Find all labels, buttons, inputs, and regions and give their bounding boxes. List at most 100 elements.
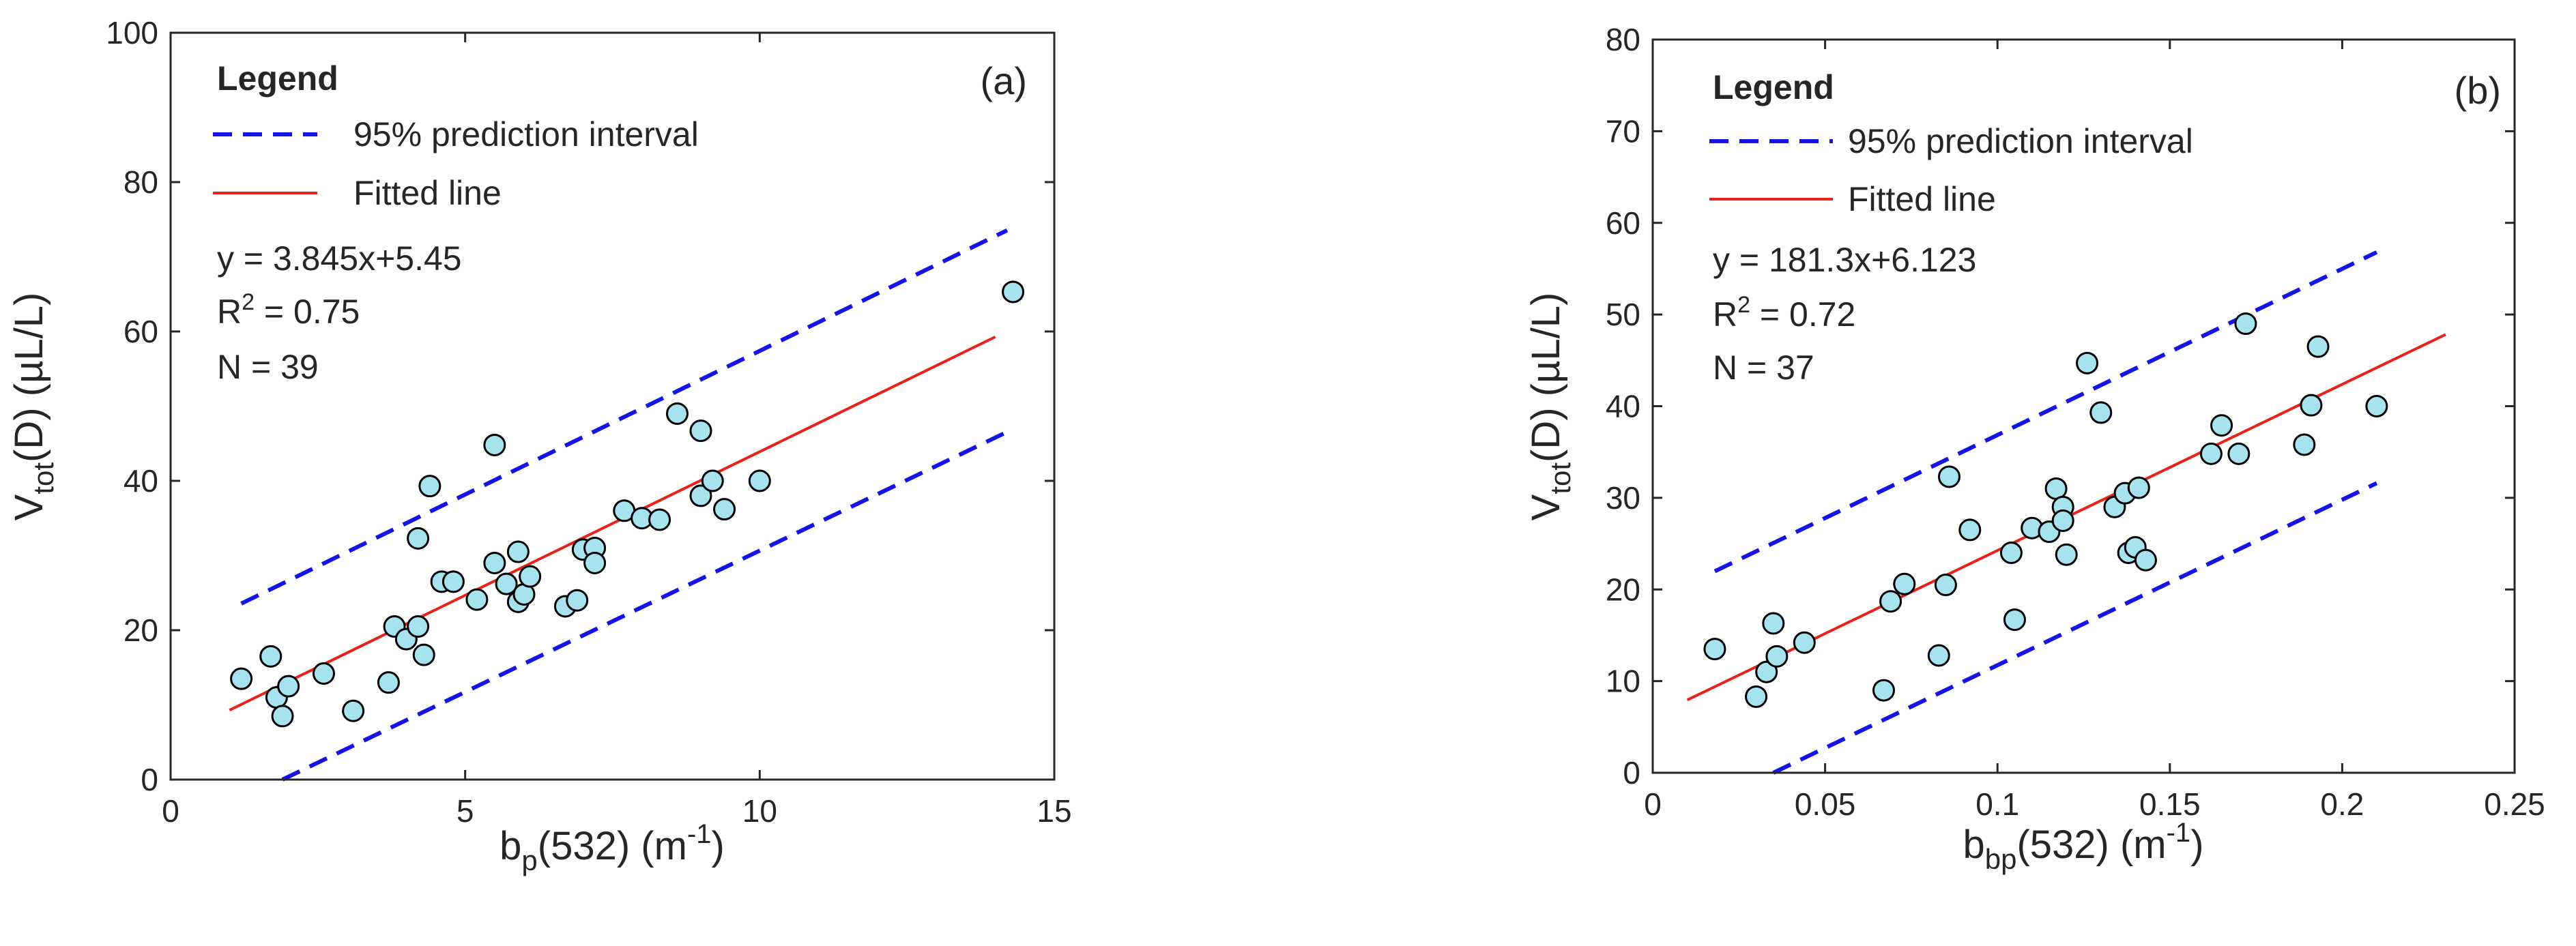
- panel-b-data-point-29: [2199, 442, 2223, 465]
- panel-a-legend-fit-label: Fitted line: [353, 174, 502, 212]
- panel-a-ylabel-tail: (D) (µL/L): [7, 293, 51, 462]
- panel-b-xlabel-sup: -1: [2167, 818, 2191, 848]
- panel-b-y-tick-label-6: 60: [1606, 205, 1640, 241]
- panel-a-data-point-6: [342, 699, 365, 722]
- panel-b-y-tick-label-4: 40: [1606, 389, 1640, 424]
- panel-a-data-point-7: [377, 671, 400, 694]
- panel-b-legend-fit-label: Fitted line: [1848, 180, 1996, 218]
- panel-a-legend-interval-label: 95% prediction interval: [353, 115, 699, 153]
- panel-b-data-point-31: [2227, 442, 2251, 465]
- panel-b-data-point-10: [1934, 574, 1957, 597]
- panel-b-ylabel-base: V: [1524, 494, 1568, 520]
- panel-a-data-point-16: [465, 588, 489, 611]
- panel-a-data-point-19: [495, 572, 518, 595]
- panel-b-data-point-20: [2055, 543, 2078, 566]
- panel-b-r2-prefix: R: [1713, 295, 1737, 334]
- panel-a-data-layer: [229, 228, 1025, 782]
- panel-b-r2-value: = 0.72: [1750, 295, 1855, 334]
- panel-a-y-tick-label-4: 80: [124, 164, 158, 200]
- panel-b-data-point-8: [1893, 572, 1916, 595]
- panel-a-data-point-37: [748, 469, 771, 492]
- panel-b-x-tick-label-2: 0.1: [1976, 786, 2019, 822]
- panel-b-y-tick-label-8: 80: [1606, 22, 1640, 57]
- panel-b-r2-sup: 2: [1737, 292, 1750, 318]
- panel-b-legend-title: Legend: [1713, 68, 1834, 106]
- panel-b-n-count: N = 37: [1713, 349, 1814, 387]
- panel-a-xlabel-base: b: [500, 824, 521, 868]
- panel-b-y-ticks: 0 10 20 30 40 50 60 70 80: [1606, 22, 2515, 790]
- panel-a-data-point-5: [312, 662, 335, 685]
- panel-b-data-point-5: [1793, 631, 1816, 654]
- panel-b-ylabel-tail: (D) (µL/L): [1524, 293, 1568, 462]
- panel-a-y-tick-label-0: 0: [141, 762, 158, 797]
- panel-b-data-point-3: [1762, 612, 1785, 635]
- panel-b-data-point-34: [2300, 394, 2323, 417]
- panel-b-legend: Legend 95% prediction interval Fitted li…: [1709, 68, 2193, 387]
- panel-a-x-tick-label-3: 15: [1037, 793, 1071, 829]
- panel-b-xlabel-base: b: [1963, 823, 1984, 867]
- panel-b-data-point-11: [1937, 465, 1960, 488]
- panel-b-data-point-30: [2210, 414, 2233, 437]
- panel-a-r-squared: R2 = 0.75: [217, 289, 360, 331]
- panel-a-data-point-12: [418, 475, 442, 498]
- panel-a-data-point-20: [506, 540, 530, 563]
- panel-a-data-point-3: [271, 705, 294, 728]
- panel-a-ylabel-sub: tot: [27, 462, 59, 494]
- panel-a-data-point-1: [259, 645, 283, 668]
- panel-a-upper-interval-line: [240, 228, 1009, 606]
- panel-a-x-axis-label: bp(532) (m-1): [500, 819, 725, 876]
- panel-b-data-point-33: [2293, 433, 2316, 456]
- panel-b-data-point-0: [1703, 638, 1726, 661]
- panel-b-data-point-28: [2134, 548, 2157, 572]
- panel-b-data-point-9: [1927, 644, 1950, 667]
- panel-a-r2-value: = 0.75: [255, 293, 360, 331]
- panel-b-data-point-36: [2365, 395, 2388, 417]
- panel-b-x-tick-label-4: 0.2: [2320, 786, 2364, 822]
- panel-b-data-point-14: [2003, 608, 2026, 632]
- chart-panel-b: 0 0.05 0.1 0.15 0.2 0.25 0 10 20 30 40 50 60 70 80 Le…: [1524, 22, 2545, 875]
- panel-a-x-tick-label-2: 10: [742, 793, 777, 829]
- panel-a-legend-title: Legend: [217, 59, 338, 98]
- panel-b-data-point-2: [1755, 660, 1778, 683]
- panel-b-data-point-22: [2089, 401, 2113, 424]
- panel-b-data-point-32: [2234, 312, 2257, 336]
- panel-a-xlabel-tail: (532) (m: [538, 824, 687, 868]
- panel-a-xlabel-end: ): [712, 824, 725, 868]
- panel-a-data-point-0: [230, 667, 253, 690]
- panel-b-x-tick-label-5: 0.25: [2484, 786, 2545, 822]
- panel-b-x-ticks: 0 0.05 0.1 0.15 0.2 0.25: [1644, 40, 2545, 822]
- panel-b-data-point-21: [2076, 351, 2099, 374]
- panel-a-n-count: N = 39: [217, 348, 319, 386]
- panel-b-y-tick-label-5: 50: [1606, 297, 1640, 332]
- panel-a-data-point-32: [665, 402, 689, 425]
- panel-a-data-point-28: [583, 551, 607, 574]
- panel-b-x-axis-label: bbp(532) (m-1): [1963, 818, 2203, 875]
- panel-a-xlabel-sup: -1: [687, 819, 712, 849]
- panel-a-x-tick-label-0: 0: [162, 793, 179, 829]
- panel-b-data-point-6: [1872, 679, 1895, 702]
- panel-a-x-tick-label-1: 5: [457, 793, 474, 829]
- panel-a-legend: Legend 95% prediction interval Fitted li…: [213, 59, 699, 386]
- panel-a-data-point-31: [648, 508, 671, 531]
- panel-a-xlabel-sub: p: [521, 844, 537, 876]
- panel-b-data-layer: [1686, 250, 2446, 775]
- panel-b-y-tick-label-3: 30: [1606, 480, 1640, 516]
- panel-b-data-point-7: [1879, 590, 1902, 613]
- panel-b-lower-interval-line: [1772, 481, 2378, 775]
- panel-b-r-squared: R2 = 0.72: [1713, 292, 1855, 334]
- panel-a-y-ticks: 0 20 40 60 80 100: [106, 15, 1054, 797]
- panel-a-lower-interval-line: [281, 430, 1009, 782]
- panel-a-data-point-34: [689, 419, 712, 443]
- panel-b-data-point-27: [2127, 476, 2150, 499]
- panel-b-data-point-13: [1999, 542, 2023, 564]
- panel-b-data-point-12: [1958, 518, 1982, 542]
- panel-a-data-point-36: [713, 498, 736, 521]
- panel-b-upper-interval-line: [1713, 250, 2378, 574]
- panel-a-y-tick-label-5: 100: [106, 15, 158, 50]
- panel-b-legend-interval-label: 95% prediction interval: [1848, 122, 2193, 160]
- panel-a-data-point-4: [277, 675, 300, 698]
- panel-b-y-tick-label-0: 0: [1623, 755, 1640, 790]
- panel-a-data-point-25: [566, 589, 589, 612]
- panel-a-data-point-13: [412, 643, 435, 666]
